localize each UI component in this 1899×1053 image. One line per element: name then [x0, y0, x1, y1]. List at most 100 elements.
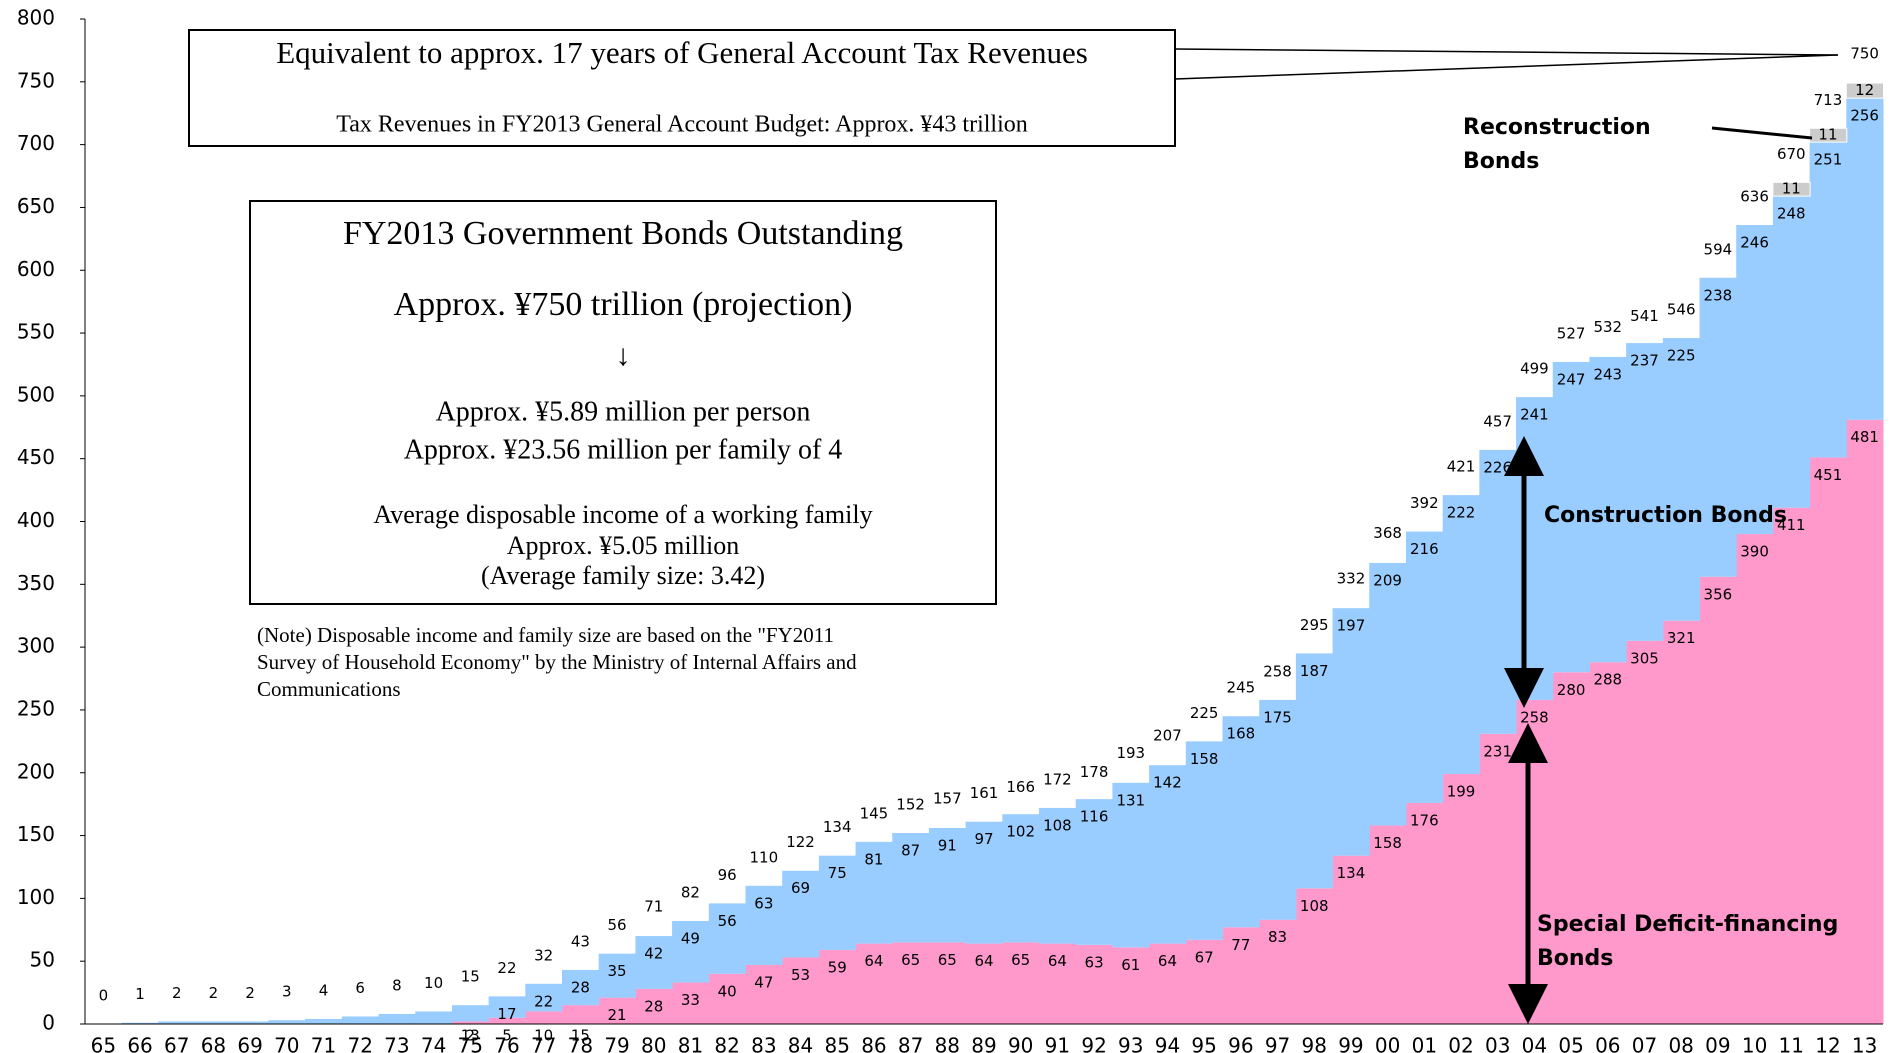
- value-label: 243: [1593, 365, 1622, 383]
- total-label: 457: [1483, 412, 1512, 430]
- total-label: 258: [1263, 662, 1292, 680]
- value-label: 131: [1116, 791, 1145, 809]
- bar-segment: [1222, 927, 1260, 1024]
- total-label: 178: [1080, 763, 1109, 781]
- total-label: 8: [392, 976, 402, 994]
- total-label: 122: [786, 833, 815, 851]
- note: Survey of Household Economy" by the Mini…: [257, 650, 857, 674]
- total-label: 2: [245, 984, 255, 1002]
- bar-segment: [1405, 531, 1444, 803]
- x-tick-label: 08: [1668, 1034, 1693, 1053]
- total-label: 6: [355, 979, 365, 997]
- total-label: 56: [608, 916, 627, 934]
- total-label: 96: [718, 866, 737, 884]
- x-tick-label: 75: [458, 1034, 483, 1053]
- y-tick-label: 750: [17, 68, 55, 92]
- value-label: 65: [901, 951, 920, 969]
- x-tick-label: 00: [1375, 1034, 1400, 1053]
- value-label: 321: [1667, 629, 1696, 647]
- series-annotation: Construction Bonds: [1544, 503, 1787, 528]
- total-label: 0: [99, 987, 109, 1005]
- x-tick-label: 04: [1522, 1034, 1547, 1053]
- bar-segment: [1626, 640, 1664, 1024]
- info-title: FY2013 Government Bonds Outstanding: [343, 215, 903, 252]
- total-label: 392: [1410, 494, 1439, 512]
- total-label: 532: [1593, 318, 1622, 336]
- bar-segment: [1332, 855, 1370, 1024]
- bar-segment: [1002, 942, 1040, 1024]
- bar-segment: [525, 1011, 563, 1024]
- x-tick-label: 72: [347, 1034, 372, 1053]
- bar-segment: [1369, 562, 1407, 826]
- total-label: 4: [319, 981, 329, 999]
- bar-segment: [1552, 361, 1590, 673]
- value-label: 481: [1850, 428, 1879, 446]
- value-label: 11: [1818, 126, 1837, 144]
- value-label: 33: [681, 991, 700, 1009]
- bar-segment: [1772, 507, 1811, 1024]
- bar-segment: [965, 943, 1003, 1024]
- x-tick-label: 78: [568, 1034, 593, 1053]
- x-tick-label: 93: [1118, 1034, 1143, 1053]
- bar-segment: [158, 1021, 196, 1024]
- value-label: 77: [1231, 936, 1250, 954]
- x-tick-label: 89: [971, 1034, 996, 1053]
- bar-segment: [1552, 672, 1590, 1024]
- bar-segment: [1772, 196, 1811, 508]
- x-tick-label: 95: [1191, 1034, 1216, 1053]
- value-label: 83: [1268, 928, 1287, 946]
- x-tick-label: 05: [1558, 1034, 1583, 1053]
- total-label: 594: [1704, 240, 1733, 258]
- value-label: 91: [938, 837, 957, 855]
- bar-segment: [562, 969, 600, 1006]
- y-tick-label: 500: [17, 382, 55, 406]
- total-label: 157: [933, 789, 962, 807]
- y-tick-label: 550: [17, 320, 55, 344]
- leader-line: [1174, 48, 1839, 56]
- bar-segment: [635, 936, 673, 989]
- bar-segment: [1112, 782, 1150, 948]
- value-label: 158: [1373, 834, 1402, 852]
- bar-segment: [1442, 495, 1480, 775]
- bar-segment: [1626, 343, 1664, 641]
- value-label: 87: [901, 842, 920, 860]
- y-tick-label: 450: [17, 445, 55, 469]
- total-label: 172: [1043, 770, 1072, 788]
- total-label: 152: [896, 796, 925, 814]
- value-label: 108: [1300, 897, 1329, 915]
- y-tick-label: 350: [17, 571, 55, 595]
- bar-segment: [1259, 919, 1297, 1024]
- bar-segment: [965, 821, 1003, 944]
- total-label: 636: [1740, 188, 1769, 206]
- x-tick-label: 69: [237, 1034, 262, 1053]
- value-label: 61: [1121, 956, 1140, 974]
- total-label: 713: [1814, 91, 1843, 109]
- bar-segment: [1662, 620, 1701, 1024]
- bar-segment: [598, 953, 636, 998]
- bar-segment: [525, 983, 563, 1012]
- value-label: 22: [534, 992, 553, 1010]
- x-tick-label: 94: [1155, 1034, 1180, 1053]
- value-label: 226: [1483, 458, 1512, 476]
- x-tick-label: 96: [1228, 1034, 1253, 1053]
- total-label: 499: [1520, 360, 1549, 378]
- value-label: 67: [1195, 948, 1214, 966]
- y-tick-label: 700: [17, 131, 55, 155]
- info-box: [249, 200, 997, 605]
- total-label: 332: [1337, 569, 1366, 587]
- bar-segment: [928, 828, 967, 943]
- bar-segment: [598, 997, 636, 1024]
- value-label: 238: [1704, 286, 1733, 304]
- value-label: 63: [754, 894, 773, 912]
- value-label: 158: [1190, 750, 1219, 768]
- bar-segment: [1295, 888, 1334, 1024]
- total-label: 2: [209, 984, 219, 1002]
- bar-segment: [1809, 142, 1847, 458]
- total-label: 161: [970, 784, 999, 802]
- info-text: Approx. ¥23.56 million per family of 4: [404, 434, 843, 465]
- x-tick-label: 13: [1852, 1034, 1877, 1053]
- x-tick-label: 07: [1632, 1034, 1657, 1053]
- x-tick-label: 83: [751, 1034, 776, 1053]
- x-tick-label: 12: [1815, 1034, 1840, 1053]
